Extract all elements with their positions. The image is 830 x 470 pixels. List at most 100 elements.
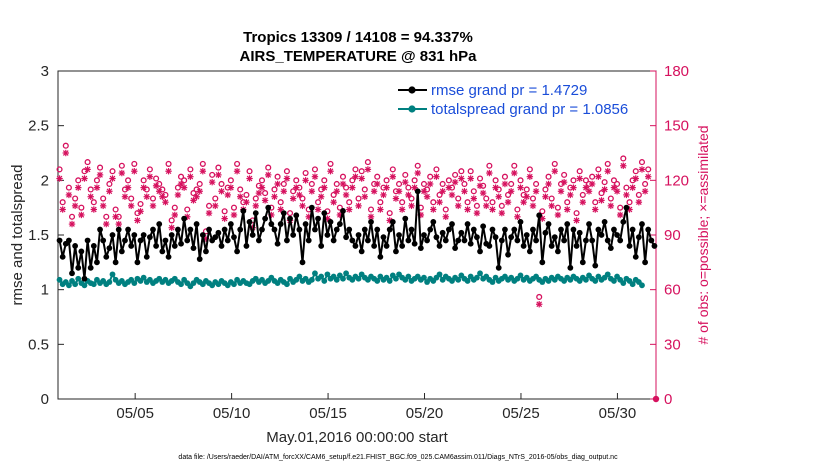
rmse-point <box>551 234 558 241</box>
rmse-point <box>583 237 589 244</box>
rmse-point <box>492 234 499 241</box>
obs-possible-point <box>343 184 350 191</box>
rmse-point <box>502 226 508 233</box>
obs-possible-point <box>327 160 334 167</box>
rmse-point <box>268 221 275 227</box>
obs-assimilated-point <box>529 202 537 210</box>
obs-assimilated-point <box>641 188 649 195</box>
rmse-point <box>78 248 85 255</box>
rmse-point <box>393 248 399 255</box>
obs-possible-point <box>582 177 589 184</box>
obs-assimilated-point <box>311 173 319 180</box>
obs-possible-point <box>215 164 222 171</box>
obs-assimilated-point <box>526 173 534 180</box>
obs-assimilated-point <box>358 175 365 182</box>
obs-possible-point <box>561 171 568 178</box>
obs-possible-point <box>336 204 343 211</box>
rmse-point <box>184 237 191 244</box>
rmse-point <box>274 240 281 247</box>
obs-assimilated-point <box>489 206 496 213</box>
obs-possible-point <box>93 177 100 184</box>
obs-assimilated-point <box>439 188 446 195</box>
obs-assimilated-point <box>75 184 82 191</box>
obs-possible-point <box>430 199 437 206</box>
obs-possible-point <box>508 180 515 188</box>
rmse-point <box>84 237 91 244</box>
obs-assimilated-point <box>470 195 477 202</box>
obs-assimilated-point <box>84 166 91 173</box>
obs-assimilated-point <box>458 175 465 182</box>
y-right-tick-label: 120 <box>664 172 689 189</box>
obs-possible-point <box>420 180 428 188</box>
rmse-point <box>125 226 131 233</box>
rmse-point <box>526 248 533 255</box>
totalspread-point <box>90 281 97 288</box>
rmse-point <box>530 226 536 233</box>
obs-possible-point <box>293 177 300 184</box>
obs-possible-point <box>290 188 297 195</box>
totalspread-point <box>321 278 328 284</box>
rmse-point <box>639 221 645 227</box>
obs-assimilated-point <box>442 213 449 220</box>
obs-assimilated-point <box>629 184 636 191</box>
obs-assimilated-point <box>327 168 334 175</box>
obs-assimilated-point <box>380 191 387 199</box>
totalspread-point <box>296 273 303 280</box>
obs-assimilated-point <box>237 193 244 200</box>
obs-assimilated-point <box>398 206 406 213</box>
rmse-point <box>604 237 611 244</box>
rmse-point <box>371 243 378 249</box>
rmse-point <box>433 234 440 241</box>
y-axis-label-right: # of obs: o=possible; ×=assimilated <box>695 125 711 344</box>
rmse-point <box>474 234 480 241</box>
obs-possible-point <box>128 195 135 202</box>
totalspread-point <box>455 276 462 283</box>
obs-assimilated-point <box>333 188 340 195</box>
obs-possible-point <box>221 208 228 215</box>
rmse-point <box>355 232 362 238</box>
rmse-point <box>56 237 63 244</box>
y-tick-label: 2.5 <box>28 118 49 135</box>
obs-possible-point <box>184 206 191 213</box>
rmse-point <box>175 226 181 233</box>
obs-assimilated-point <box>109 175 116 182</box>
rmse-point <box>343 234 349 241</box>
rmse-point <box>508 234 515 241</box>
legend-spread-marker <box>408 105 416 113</box>
x-tick-label: 05/30 <box>599 405 637 422</box>
chart-subtitle: AIRS_TEMPERATURE @ 831 hPa <box>240 48 478 65</box>
obs-assimilated-point <box>65 191 73 199</box>
totalspread-point <box>436 271 443 278</box>
y-axis-right: 0 30 60 90 120 150 180 <box>650 63 689 408</box>
x-tick-label: 05/05 <box>116 405 154 422</box>
totalspread-point <box>72 281 79 288</box>
rmse-point <box>586 221 592 227</box>
obs-assimilated-point <box>436 199 443 206</box>
legend-box <box>393 80 651 122</box>
rmse-point <box>480 223 487 230</box>
obs-possible-point <box>346 199 353 206</box>
obs-possible-point <box>283 168 290 175</box>
obs-assimilated-point <box>180 184 188 191</box>
obs-possible-point <box>433 166 440 173</box>
obs-assimilated-point <box>579 199 587 206</box>
obs-possible-point <box>311 166 319 173</box>
totalspread-point <box>343 270 349 277</box>
obs-assimilated-point <box>233 168 241 175</box>
rmse-point <box>153 243 160 249</box>
obs-possible-point <box>230 204 238 211</box>
rmse-point <box>554 248 561 255</box>
obs-assimilated-point <box>389 173 397 180</box>
legend-rmse-marker <box>408 86 416 94</box>
rmse-point <box>417 245 424 252</box>
obs-possible-point <box>65 184 72 191</box>
rmse-point <box>115 226 122 233</box>
rmse-point <box>368 218 374 225</box>
obs-possible-point <box>56 166 63 173</box>
obs-assimilated-point <box>542 193 549 200</box>
rmse-point <box>72 243 79 249</box>
obs-assimilated-point <box>124 184 132 191</box>
obs-assimilated-point <box>205 209 213 217</box>
rmse-point <box>567 264 574 271</box>
